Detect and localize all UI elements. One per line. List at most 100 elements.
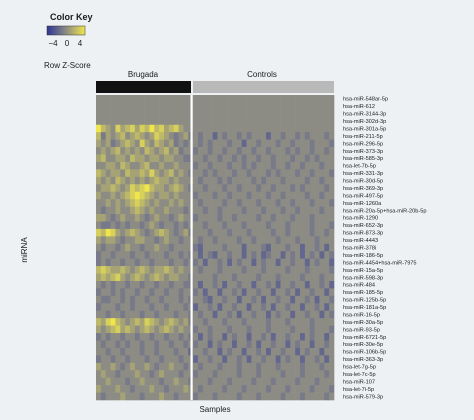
heatmap-cell: [96, 147, 102, 155]
heatmap-cell: [314, 221, 320, 230]
heatmap-cell: [120, 124, 126, 133]
heatmap-cell: [159, 273, 165, 282]
heatmap-cell: [314, 154, 320, 163]
heatmap-cell: [105, 176, 111, 185]
heatmap-cell: [96, 318, 102, 326]
heatmap-cell: [222, 333, 228, 341]
heatmap-cell: [270, 288, 277, 297]
heatmap-cell: [149, 184, 155, 193]
heatmap-cell: [222, 236, 228, 245]
heatmap-cell: [251, 318, 257, 326]
heatmap-cell: [241, 251, 247, 259]
heatmap-cell: [251, 117, 257, 126]
heatmap-cell: [232, 214, 238, 222]
heatmap-cell: [105, 124, 111, 133]
heatmap-cell: [324, 191, 330, 200]
heatmap-cell: [202, 258, 209, 267]
heatmap-cell: [159, 199, 165, 207]
heatmap-cell: [256, 124, 262, 133]
heatmap-cell: [193, 199, 199, 207]
heatmap-cell: [256, 385, 262, 393]
heatmap-cell: [178, 147, 184, 155]
heatmap-cell: [144, 310, 150, 319]
heatmap-cell: [178, 221, 184, 230]
heatmap-cell: [212, 228, 218, 237]
heatmap-cell: [227, 355, 233, 364]
heatmap-cell: [212, 318, 218, 326]
heatmap-cell: [212, 288, 218, 297]
heatmap-cell: [266, 266, 272, 274]
heatmap-cell: [275, 184, 281, 193]
heatmap-cell: [144, 355, 150, 364]
heatmap-cell: [256, 280, 262, 289]
heatmap-cell: [295, 109, 301, 118]
heatmap-cell: [261, 243, 267, 252]
heatmap-cell: [178, 325, 184, 334]
heatmap-cell: [105, 251, 111, 259]
heatmap-cell: [295, 258, 301, 267]
heatmap-cell: [285, 95, 291, 103]
heatmap-cell: [144, 102, 150, 111]
heatmap-cell: [275, 362, 281, 371]
heatmap-cell: [329, 355, 335, 364]
heatmap-cell: [309, 340, 315, 349]
heatmap-cell: [178, 169, 184, 178]
heatmap-cell: [236, 303, 243, 312]
heatmap-cell: [227, 310, 233, 319]
heatmap-cell: [236, 385, 243, 393]
heatmap-cell: [246, 392, 252, 401]
heatmap-cell: [236, 236, 243, 245]
heatmap-cell: [159, 310, 165, 319]
heatmap-cell: [280, 370, 286, 378]
heatmap-cell: [149, 333, 155, 341]
heatmap-cell: [154, 132, 160, 140]
heatmap-cell: [168, 228, 175, 237]
heatmap-cell: [270, 154, 277, 163]
heatmap-cell: [295, 251, 301, 259]
heatmap-cell: [100, 184, 107, 193]
heatmap-cell: [134, 124, 141, 133]
row-label: hsa-miR-30e-5p: [343, 342, 383, 348]
heatmap-cell: [285, 184, 291, 193]
heatmap-cell: [309, 392, 315, 401]
heatmap-cell: [295, 370, 301, 378]
heatmap-cell: [159, 176, 165, 185]
heatmap-cell: [173, 333, 179, 341]
heatmap-cell: [304, 333, 311, 341]
heatmap-cell: [319, 228, 325, 237]
heatmap-cell: [290, 228, 296, 237]
heatmap-cell: [275, 266, 281, 274]
heatmap-cell: [139, 258, 145, 267]
heatmap-cell: [290, 333, 296, 341]
heatmap-cell: [139, 288, 145, 297]
heatmap-cell: [198, 266, 204, 274]
heatmap-cell: [105, 169, 111, 178]
heatmap-cell: [324, 147, 330, 155]
heatmap-cell: [314, 206, 320, 215]
heatmap-cell: [164, 191, 170, 200]
heatmap-cell: [212, 132, 218, 140]
heatmap-cell: [159, 333, 165, 341]
heatmap-cell: [96, 161, 102, 170]
heatmap-cell: [319, 362, 325, 371]
heatmap-cell: [154, 273, 160, 282]
heatmap-cell: [270, 169, 277, 178]
heatmap-cell: [285, 251, 291, 259]
heatmap-cell: [130, 184, 136, 193]
heatmap-cell: [134, 325, 141, 334]
heatmap-cell: [105, 102, 111, 111]
heatmap-cell: [280, 214, 286, 222]
heatmap-cell: [232, 95, 238, 103]
heatmap-cell: [256, 310, 262, 319]
heatmap-cell: [236, 228, 243, 237]
heatmap-cell: [159, 347, 165, 356]
heatmap-cell: [154, 206, 160, 215]
heatmap-cell: [207, 102, 213, 111]
heatmap-cell: [198, 102, 204, 111]
heatmap-cell: [261, 154, 267, 163]
heatmap-cell: [154, 124, 160, 133]
heatmap-cell: [217, 206, 223, 215]
heatmap-cell: [285, 176, 291, 185]
heatmap-cell: [120, 340, 126, 349]
heatmap-cell: [329, 206, 335, 215]
